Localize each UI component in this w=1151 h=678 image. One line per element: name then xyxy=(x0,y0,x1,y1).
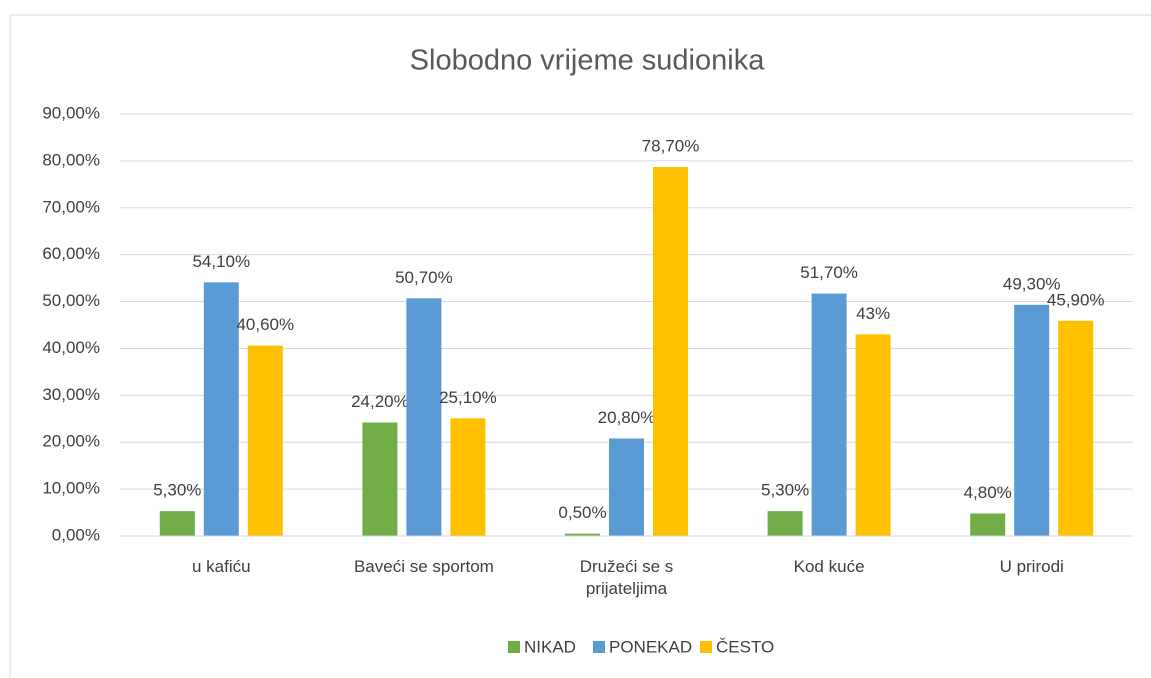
bar xyxy=(1014,304,1050,536)
y-tick-label: 10,00% xyxy=(42,479,100,498)
x-tick-label: Baveći se sportom xyxy=(353,557,494,576)
value-label: 45,90% xyxy=(1047,290,1105,309)
value-label: 4,80% xyxy=(964,483,1012,502)
bar xyxy=(970,513,1006,536)
x-tick-label: u kafiću xyxy=(192,557,251,576)
bar xyxy=(450,418,486,536)
x-tick-label: U prirodi xyxy=(999,557,1064,576)
value-label: 25,10% xyxy=(439,388,497,407)
value-label: 24,20% xyxy=(351,392,409,411)
bar xyxy=(653,166,688,537)
y-tick-label: 90,00% xyxy=(42,103,100,122)
y-tick-label: 30,00% xyxy=(42,385,100,404)
bar xyxy=(855,334,891,536)
bar xyxy=(1058,320,1094,536)
bar xyxy=(247,345,283,536)
legend-swatch xyxy=(508,641,520,653)
value-label: 49,30% xyxy=(1003,274,1061,293)
legend-swatch xyxy=(700,641,712,653)
legend-label: NIKAD xyxy=(524,637,576,656)
bar xyxy=(767,511,803,536)
value-label: 20,80% xyxy=(598,408,656,427)
value-label: 43% xyxy=(856,304,890,323)
value-label: 51,70% xyxy=(800,263,858,282)
y-tick-label: 80,00% xyxy=(42,150,100,169)
bar xyxy=(406,298,442,536)
value-label: 5,30% xyxy=(761,481,809,500)
x-tick-label: Kod kuće xyxy=(793,557,865,576)
y-tick-label: 50,00% xyxy=(42,291,100,310)
value-label: 54,10% xyxy=(192,252,250,271)
legend-label: ČESTO xyxy=(716,637,774,656)
legend-swatch xyxy=(593,641,605,653)
value-label: 5,30% xyxy=(153,481,201,500)
value-label: 78,70% xyxy=(642,136,700,155)
value-label: 50,70% xyxy=(395,268,453,287)
chart-title: Slobodno vrijeme sudionika xyxy=(410,45,766,77)
y-tick-label: 40,00% xyxy=(42,338,100,357)
value-label: 40,60% xyxy=(236,315,294,334)
bar xyxy=(609,438,644,536)
x-tick-label: Družeći se s prijateljima xyxy=(579,557,674,598)
bar xyxy=(811,293,847,536)
y-tick-label: 0,00% xyxy=(52,525,100,544)
chart-border xyxy=(9,14,1151,678)
bar xyxy=(362,422,398,536)
legend-label: PONEKAD xyxy=(609,637,692,656)
y-tick-label: 60,00% xyxy=(42,244,100,263)
y-tick-label: 70,00% xyxy=(42,197,100,216)
bar xyxy=(565,533,600,536)
value-label: 0,50% xyxy=(558,503,606,522)
bar xyxy=(159,511,195,536)
bar xyxy=(203,282,239,536)
y-tick-label: 20,00% xyxy=(42,432,100,451)
